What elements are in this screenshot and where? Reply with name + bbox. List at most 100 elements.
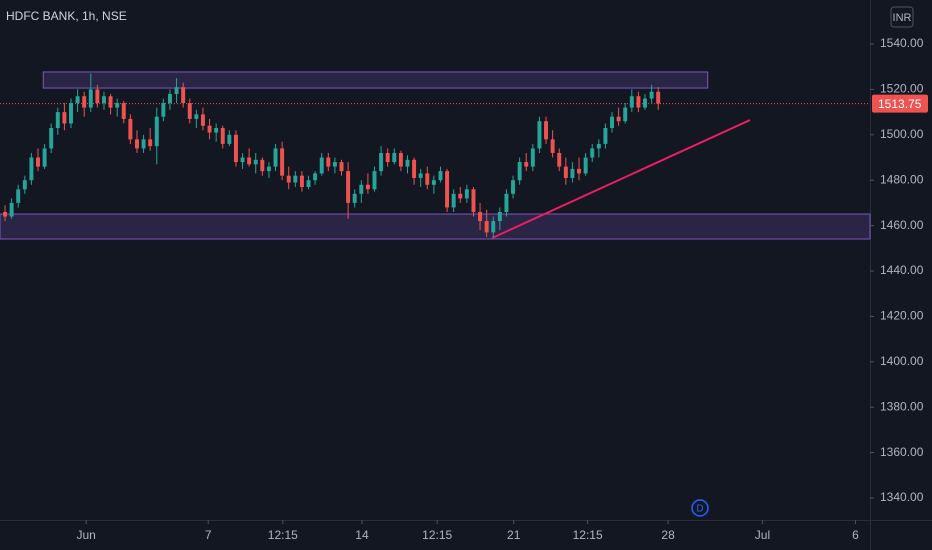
candle-body: [405, 159, 410, 167]
candle-body: [346, 171, 351, 203]
candle-body: [95, 89, 100, 104]
x-tick-label: 7: [205, 528, 212, 542]
candle-body: [233, 134, 238, 163]
candle-body: [161, 103, 166, 117]
candle-body: [471, 189, 476, 212]
candle-body: [603, 128, 608, 144]
candle-body: [319, 157, 324, 174]
candle-body: [365, 184, 370, 190]
candle-body: [253, 159, 258, 165]
candle-body: [42, 148, 47, 167]
y-tick-label: 1500.00: [880, 127, 924, 141]
candle-body: [16, 189, 21, 203]
candle-body: [484, 221, 489, 233]
candle-body: [167, 93, 172, 104]
candle-body: [115, 103, 120, 108]
candle-body: [121, 103, 126, 119]
y-tick-label: 1380.00: [880, 399, 924, 413]
candle-body: [491, 221, 496, 233]
candle-body: [134, 139, 139, 149]
candle-body: [352, 193, 357, 203]
candle-body: [62, 112, 67, 124]
y-tick-label: 1520.00: [880, 82, 924, 96]
x-tick-label: 14: [355, 528, 369, 542]
candle-body: [273, 148, 278, 167]
candle-body: [643, 98, 647, 108]
badge-label[interactable]: D: [696, 504, 703, 515]
candle-body: [293, 175, 298, 183]
candle-body: [332, 162, 337, 167]
zone: [42, 71, 709, 89]
candle-body: [563, 166, 568, 178]
candle-body: [339, 162, 344, 172]
candle-body: [530, 148, 535, 167]
candle-body: [610, 116, 615, 129]
candle-body: [537, 121, 542, 149]
candle-body: [299, 175, 304, 188]
candle-body: [511, 180, 516, 194]
candle-body: [22, 180, 27, 190]
candle-body: [247, 157, 252, 165]
candle-body: [102, 96, 106, 104]
candle-body: [29, 157, 34, 181]
candle-body: [398, 152, 403, 167]
candle-body: [75, 96, 80, 104]
candle-body: [583, 157, 588, 174]
x-tick-label: 6: [852, 528, 859, 542]
candle-body: [128, 118, 133, 140]
candle-body: [418, 173, 423, 178]
dividend-badge[interactable]: [691, 499, 709, 517]
candle-body: [557, 152, 562, 167]
candle-body: [596, 143, 601, 149]
candle-body: [108, 96, 113, 108]
x-tick-label: 28: [661, 528, 675, 542]
candle-body: [174, 87, 179, 94]
candle-body: [385, 152, 390, 163]
candle-body: [154, 116, 159, 147]
candle-body: [570, 168, 575, 178]
candle-body: [550, 139, 555, 153]
currency-label[interactable]: INR: [893, 12, 912, 24]
currency-button[interactable]: [890, 6, 914, 28]
candle-body: [590, 148, 595, 158]
candle-body: [194, 114, 199, 119]
last-price-label: 1513.75: [878, 97, 922, 111]
candle-body: [187, 103, 192, 119]
candle-body: [504, 193, 509, 212]
candle-body: [372, 171, 377, 190]
candle-body: [69, 103, 73, 124]
candle-body: [3, 211, 7, 217]
candle-body: [260, 159, 265, 172]
candle-body: [286, 175, 291, 183]
candle-body: [478, 211, 483, 222]
zone: [0, 213, 871, 240]
candle-body: [280, 148, 285, 176]
x-tick-label: 12:15: [573, 528, 603, 542]
candle-body: [88, 89, 93, 108]
candle-body: [306, 180, 311, 188]
candle-body: [55, 112, 60, 129]
candle-body: [425, 173, 430, 185]
candle-body: [214, 128, 219, 133]
candle-body: [266, 166, 271, 172]
candle-body: [445, 171, 450, 208]
last-price-box: [872, 94, 928, 113]
candle-body: [616, 116, 621, 122]
candle-body: [517, 162, 522, 181]
candle-body: [82, 96, 87, 108]
candle-body: [649, 91, 654, 99]
y-tick-label: 1480.00: [880, 172, 924, 186]
candle-body: [497, 211, 502, 222]
x-tick-label: Jul: [755, 528, 770, 542]
candle-body: [359, 184, 364, 194]
candle-body: [220, 128, 225, 144]
candle-body: [524, 162, 529, 167]
symbol-title: HDFC BANK, 1h, NSE: [6, 9, 127, 23]
candle-body: [577, 168, 582, 174]
candle-body: [431, 180, 436, 185]
candle-body: [49, 128, 54, 149]
candle-body: [200, 114, 205, 126]
y-tick-label: 1360.00: [880, 445, 924, 459]
